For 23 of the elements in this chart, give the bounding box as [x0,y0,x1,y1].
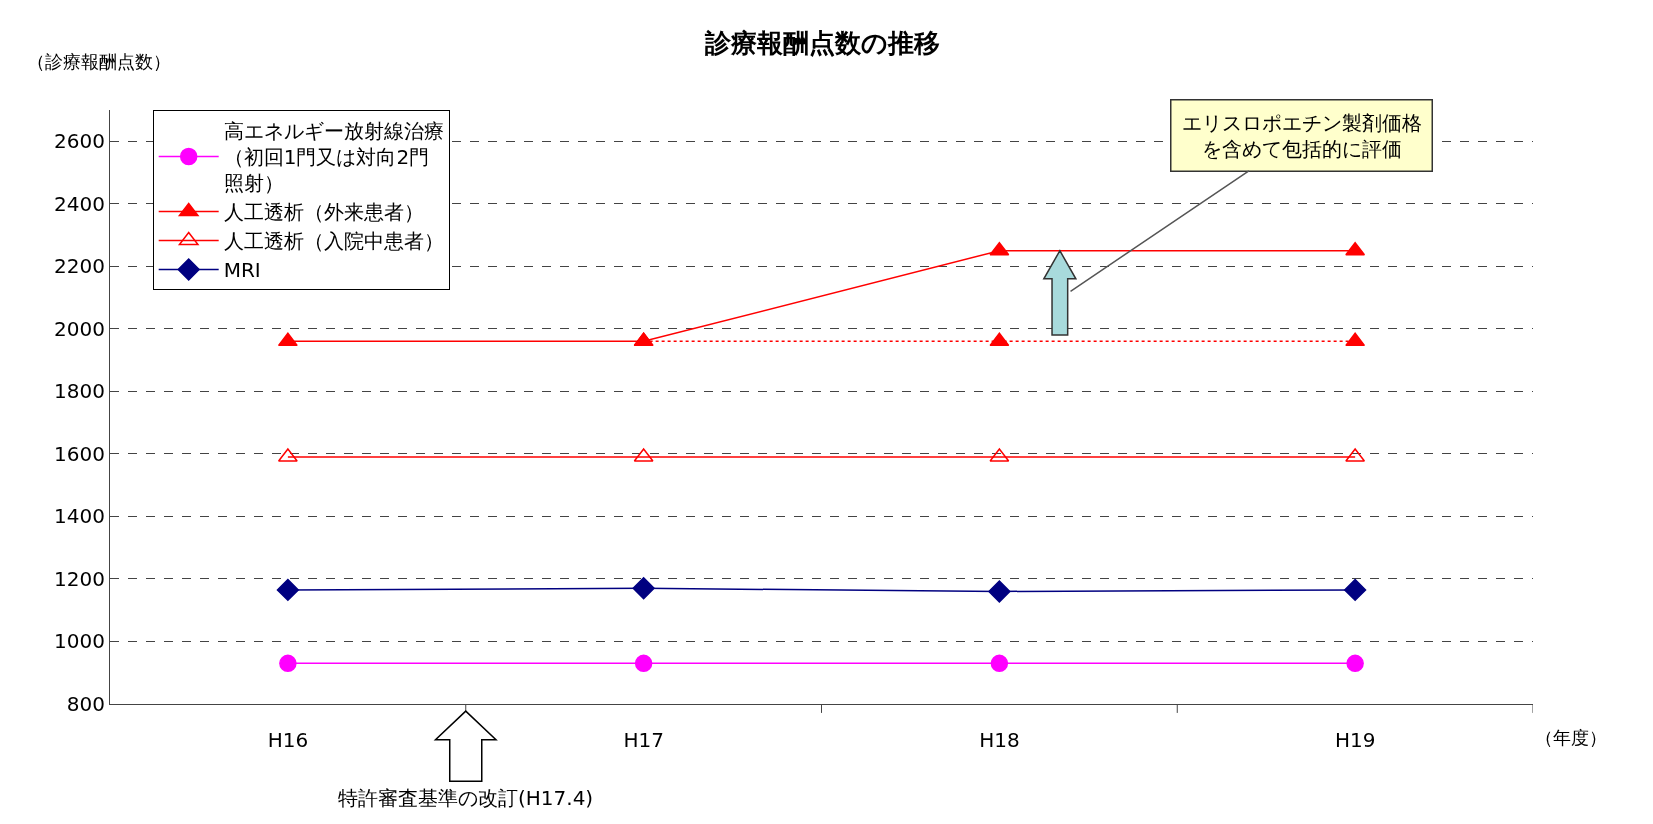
x-tick-label: H17 [623,728,664,752]
y-tick-label: 800 [66,692,105,716]
x-tick-label: H16 [267,728,309,752]
legend-label: MRI [223,258,261,283]
chart-title: 診療報酬点数の推移 [704,28,940,58]
y-tick-label: 1400 [54,504,105,529]
x-axis-title: （年度） [1535,727,1607,748]
y-axis-title: （診療報酬点数） [27,51,171,72]
y-tick-label: 1000 [54,629,105,654]
x-tick-label: H19 [1334,728,1376,752]
y-tick-label: 1200 [54,566,105,591]
y-tick-label: 2600 [54,129,105,154]
text: 特許審査基準の改訂(H17.4) [338,786,594,810]
y-tick-label: 1600 [54,441,105,466]
legend-label: 人工透析（入院中患者） [223,229,444,254]
x-tick-label: H18 [979,728,1020,752]
y-tick-label: 2200 [54,254,105,279]
legend-label: 高エネルギー放射線治療（初回1門又は対向2門照射） [223,119,444,196]
annotation: エリスロポエチン製剤価格を含めて包括的に評価 [1181,110,1422,161]
y-tick-label: 2000 [54,316,105,341]
legend-label: 人工透析（外来患者） [223,200,424,225]
y-tick-label: 2400 [54,191,105,216]
y-tick-label: 1800 [54,379,105,404]
